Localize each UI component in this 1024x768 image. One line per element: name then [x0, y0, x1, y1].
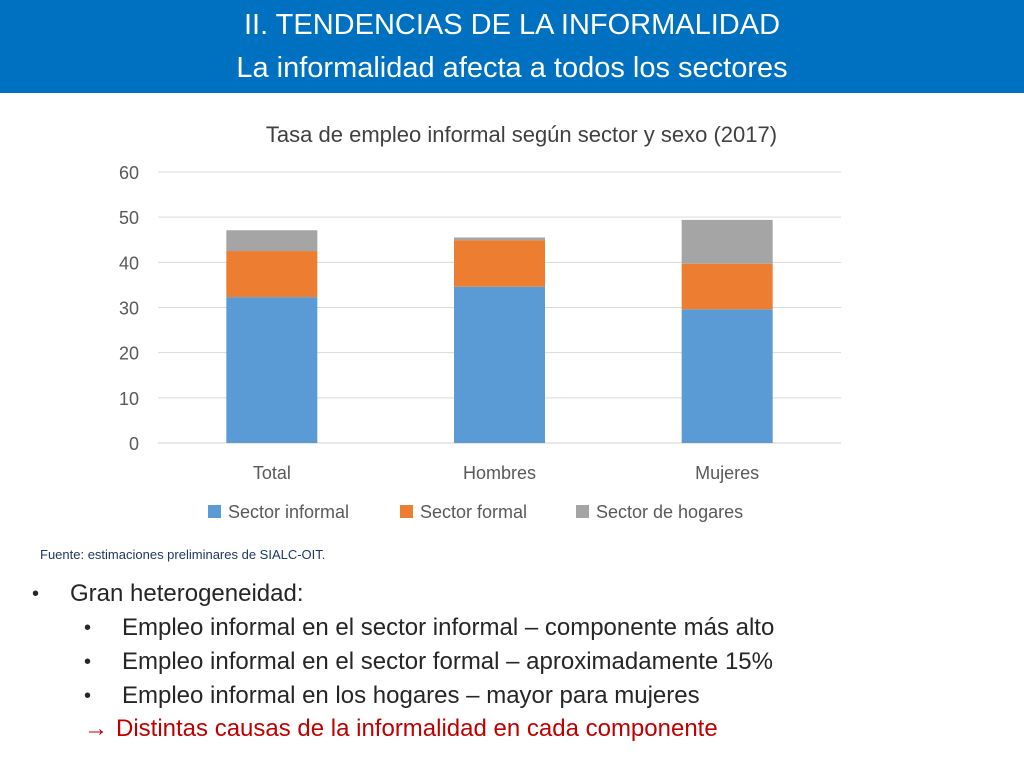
slide-title: II. TENDENCIAS DE LA INFORMALIDAD — [243, 9, 781, 41]
bullet-dot: • — [84, 685, 92, 707]
slide-subtitle: La informalidad afecta a todos los secto… — [236, 52, 788, 84]
y-tick-label: 40 — [119, 253, 139, 273]
conclusion-text: Distintas causas de la informalidad en c… — [116, 715, 718, 742]
bullet-item: Empleo informal en el sector formal – ap… — [122, 648, 773, 675]
y-tick-label: 50 — [119, 208, 139, 228]
bar-segment — [454, 286, 545, 443]
x-tick-label: Hombres — [463, 463, 536, 483]
y-tick-label: 60 — [119, 163, 139, 183]
bar-segment — [681, 219, 773, 264]
bullet-dot: • — [84, 651, 92, 673]
legend-label: Sector de hogares — [596, 502, 743, 522]
legend-swatch — [576, 505, 589, 518]
stacked-bar-chart: Tasa de empleo informal según sector y s… — [119, 122, 841, 522]
bar-segment — [454, 240, 545, 287]
bullet-item: Empleo informal en los hogares – mayor p… — [122, 682, 700, 709]
y-tick-label: 0 — [129, 434, 139, 454]
legend-swatch — [208, 505, 221, 518]
conclusion-line: → Distintas causas de la informalidad en … — [84, 714, 718, 744]
bullet-main: Gran heterogeneidad: — [70, 580, 304, 607]
legend-swatch — [400, 505, 413, 518]
x-tick-label: Mujeres — [695, 463, 759, 483]
x-tick-label: Total — [253, 463, 291, 483]
bar-segment — [226, 297, 318, 443]
bullet-item: Empleo informal en el sector informal – … — [122, 614, 775, 641]
slide-header: II. TENDENCIAS DE LA INFORMALIDAD La inf… — [0, 0, 1024, 93]
y-tick-label: 20 — [119, 344, 139, 364]
chart-title: Tasa de empleo informal según sector y s… — [266, 122, 777, 147]
source-note: Fuente: estimaciones preliminares de SIA… — [40, 547, 326, 562]
arrow-right-icon: → — [84, 715, 108, 742]
bar-segment — [681, 309, 773, 443]
bar-segment — [454, 237, 545, 241]
bar-segment — [226, 251, 318, 298]
bar-segment — [226, 230, 318, 252]
bullet-dot: • — [84, 617, 92, 639]
bar-segment — [681, 263, 773, 310]
y-tick-label: 10 — [119, 389, 139, 409]
y-tick-label: 30 — [119, 299, 139, 319]
legend-label: Sector informal — [228, 502, 349, 522]
bullet-dot: • — [32, 583, 40, 605]
legend-label: Sector formal — [420, 502, 527, 522]
